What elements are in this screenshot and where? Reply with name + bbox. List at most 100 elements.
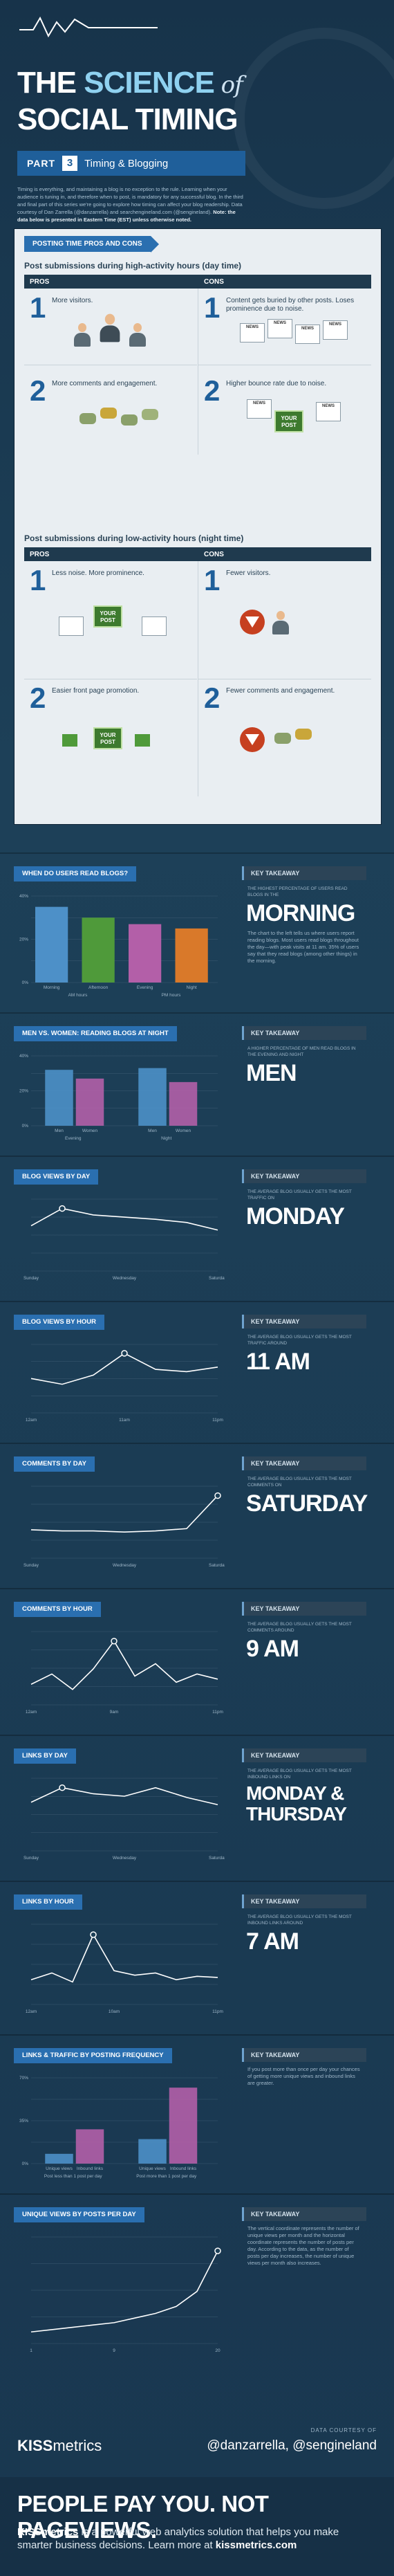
comment-bubble-icon	[274, 733, 291, 744]
bar	[75, 2129, 104, 2164]
key-takeaway-value: 11 AM	[246, 1349, 310, 1375]
chart: Sunday Wednesday Saturday	[24, 1778, 225, 1861]
x-tick-label: 11pm	[212, 2009, 223, 2014]
comment-bubble-icon	[121, 414, 138, 426]
key-takeaway-value: MONDAY	[246, 1203, 345, 1230]
chart: Sunday Wednesday Saturday	[24, 1486, 225, 1568]
x-tick-label: Saturday	[209, 1276, 225, 1281]
y-tick-label: 20%	[19, 1089, 28, 1094]
y-tick-label: 20%	[19, 938, 28, 942]
bar	[75, 1078, 104, 1126]
section-divider	[0, 1155, 394, 1157]
key-takeaway-text: The vertical coordinate represents the n…	[247, 2225, 359, 2266]
kissmetrics-link[interactable]: kissmetrics.com	[215, 2539, 297, 2551]
part-number: 3	[62, 156, 78, 171]
key-takeaway-heading: KEY TAKEAWAY	[242, 1894, 366, 1908]
arrow-left-icon	[135, 734, 150, 747]
chart-section: BLOG VIEWS BY HOUR KEY TAKEAWAY The averag…	[0, 1301, 394, 1443]
key-takeaway-note: The highest percentage of users read blo…	[247, 886, 348, 897]
key-takeaway-text: The chart to the left tells us where use…	[247, 930, 359, 964]
chart-tab: BLOG VIEWS BY HOUR	[14, 1315, 104, 1330]
tick-label: Men	[55, 1129, 64, 1133]
chart-tab: COMMENTS BY DAY	[14, 1456, 95, 1472]
night-heading: Post submissions during low-activity hou…	[24, 533, 244, 543]
x-tick-label: 12am	[26, 2009, 37, 2014]
news-post-icon: NEWS	[295, 325, 320, 344]
section-divider	[0, 1301, 394, 1302]
key-takeaway-value: MORNING	[246, 900, 355, 926]
key-takeaway-heading: KEY TAKEAWAY	[242, 1315, 366, 1328]
arrow-down-icon	[240, 727, 265, 752]
squiggle-icon	[19, 16, 158, 38]
night-grid: 1 Less noise. More prominence. YOUR POST…	[24, 561, 371, 796]
x-tick-label: Saturday	[209, 1856, 225, 1861]
chart-tab: MEN VS. WOMEN: READING BLOGS AT NIGHT	[14, 1026, 177, 1041]
series-line	[30, 2250, 218, 2333]
y-tick-label: 35%	[19, 2119, 28, 2123]
news-post-icon: NEWS	[247, 399, 272, 419]
key-takeaway-note: The average blog usually gets the most t…	[247, 1189, 352, 1200]
chart-section: LINKS & TRAFFIC BY POSTING FREQUENCY KEY …	[0, 2034, 394, 2193]
tagline: KISSmetrics is a powerful web analytics …	[17, 2526, 339, 2551]
series-line	[30, 1207, 218, 1231]
series-line	[30, 1495, 218, 1533]
key-takeaway-value: MONDAY & THURSDAY	[246, 1782, 347, 1825]
key-takeaway: KEY TAKEAWAY The average blog usually get…	[242, 1602, 366, 1661]
tick-label: Women	[176, 1129, 191, 1133]
chart-tab: LINKS BY HOUR	[14, 1894, 82, 1910]
key-takeaway-text: If you post more than once per day your …	[247, 2066, 360, 2086]
x-tick-label: 10am	[109, 2009, 120, 2014]
chart: 12am 10am 11pm	[26, 1924, 223, 2014]
footer-slogan: PEOPLE PAY YOU. NOT PAGEVIEWS. KISSmetri…	[0, 2477, 394, 2576]
slogan: PEOPLE PAY YOU. NOT PAGEVIEWS.	[17, 2491, 269, 2543]
key-takeaway: KEY TAKEAWAY The average blog usually get…	[242, 1315, 366, 1374]
pros-cons-header-night: PROS CONS	[24, 547, 371, 561]
category-label: Night	[161, 1136, 171, 1141]
news-post-icon: NEWS	[240, 323, 265, 342]
x-tick-label: Wednesday	[113, 1856, 137, 1861]
chart: 12am 9am 11pm	[26, 1631, 223, 1715]
footer-brand: KISSmetrics DATA COURTESY OF @danzarrell…	[0, 2408, 394, 2477]
section-divider	[0, 1588, 394, 1589]
day-pro-2: 2 More comments and engagement.	[24, 372, 197, 448]
bar	[138, 1068, 167, 1126]
peak-point	[90, 1931, 97, 1938]
chart-section: LINKS BY HOUR KEY TAKEAWAY The average blo…	[0, 1881, 394, 2034]
clock-icon	[234, 28, 394, 209]
x-tick-label: Saturday	[209, 1563, 225, 1568]
category-label: Afternoon	[88, 985, 109, 990]
day-con-2: 2 Higher bounce rate due to noise. NEWS …	[198, 372, 371, 448]
x-tick-label: 9am	[110, 1710, 119, 1715]
arrow-right-icon	[62, 734, 77, 747]
news-post-icon: NEWS	[323, 320, 348, 340]
x-tick-label: Sunday	[24, 1563, 39, 1568]
key-takeaway-heading: KEY TAKEAWAY	[242, 2207, 366, 2221]
series-line	[30, 1933, 218, 1983]
chart: Sunday Wednesday Saturday	[24, 1198, 225, 1281]
key-takeaway: KEY TAKEAWAY The vertical coordinate repr…	[242, 2207, 366, 2267]
key-takeaway-heading: KEY TAKEAWAY	[242, 2048, 366, 2062]
pros-cons-panel: POSTING TIME PROS AND CONS Post submissi…	[14, 228, 382, 825]
section-divider	[0, 1735, 394, 1736]
category-label: Night	[187, 985, 197, 990]
chart-section: UNIQUE VIEWS BY POSTS PER DAY KEY TAKEAWA…	[0, 2193, 394, 2373]
chart-tab: WHEN DO USERS READ BLOGS?	[14, 866, 137, 881]
key-takeaway-note: The average blog usually gets the most i…	[247, 1915, 352, 1926]
key-takeaway-note: The average blog usually gets the most c…	[247, 1477, 352, 1488]
chart-section: COMMENTS BY HOUR KEY TAKEAWAY The average …	[0, 1588, 394, 1735]
day-pro-1: 1 More visitors.	[24, 289, 197, 365]
bar	[35, 906, 68, 983]
comment-bubble-icon	[142, 409, 158, 420]
section-divider	[0, 2034, 394, 2036]
title-line-1: THE SCIENCE of	[17, 66, 243, 100]
x-tick-label: 20	[215, 2348, 221, 2353]
peak-point	[59, 1784, 66, 1791]
chart: Morning Afternoon Evening Night AM hours PM h…	[19, 894, 218, 998]
header: THE SCIENCE of SOCIAL TIMING PART 3 Timi…	[0, 0, 394, 228]
key-takeaway-heading: KEY TAKEAWAY	[242, 866, 366, 880]
news-post-icon: NEWS	[316, 402, 341, 421]
section-divider	[0, 1012, 394, 1014]
data-courtesy-handles: @danzarrella, @sengineland	[207, 2438, 377, 2453]
